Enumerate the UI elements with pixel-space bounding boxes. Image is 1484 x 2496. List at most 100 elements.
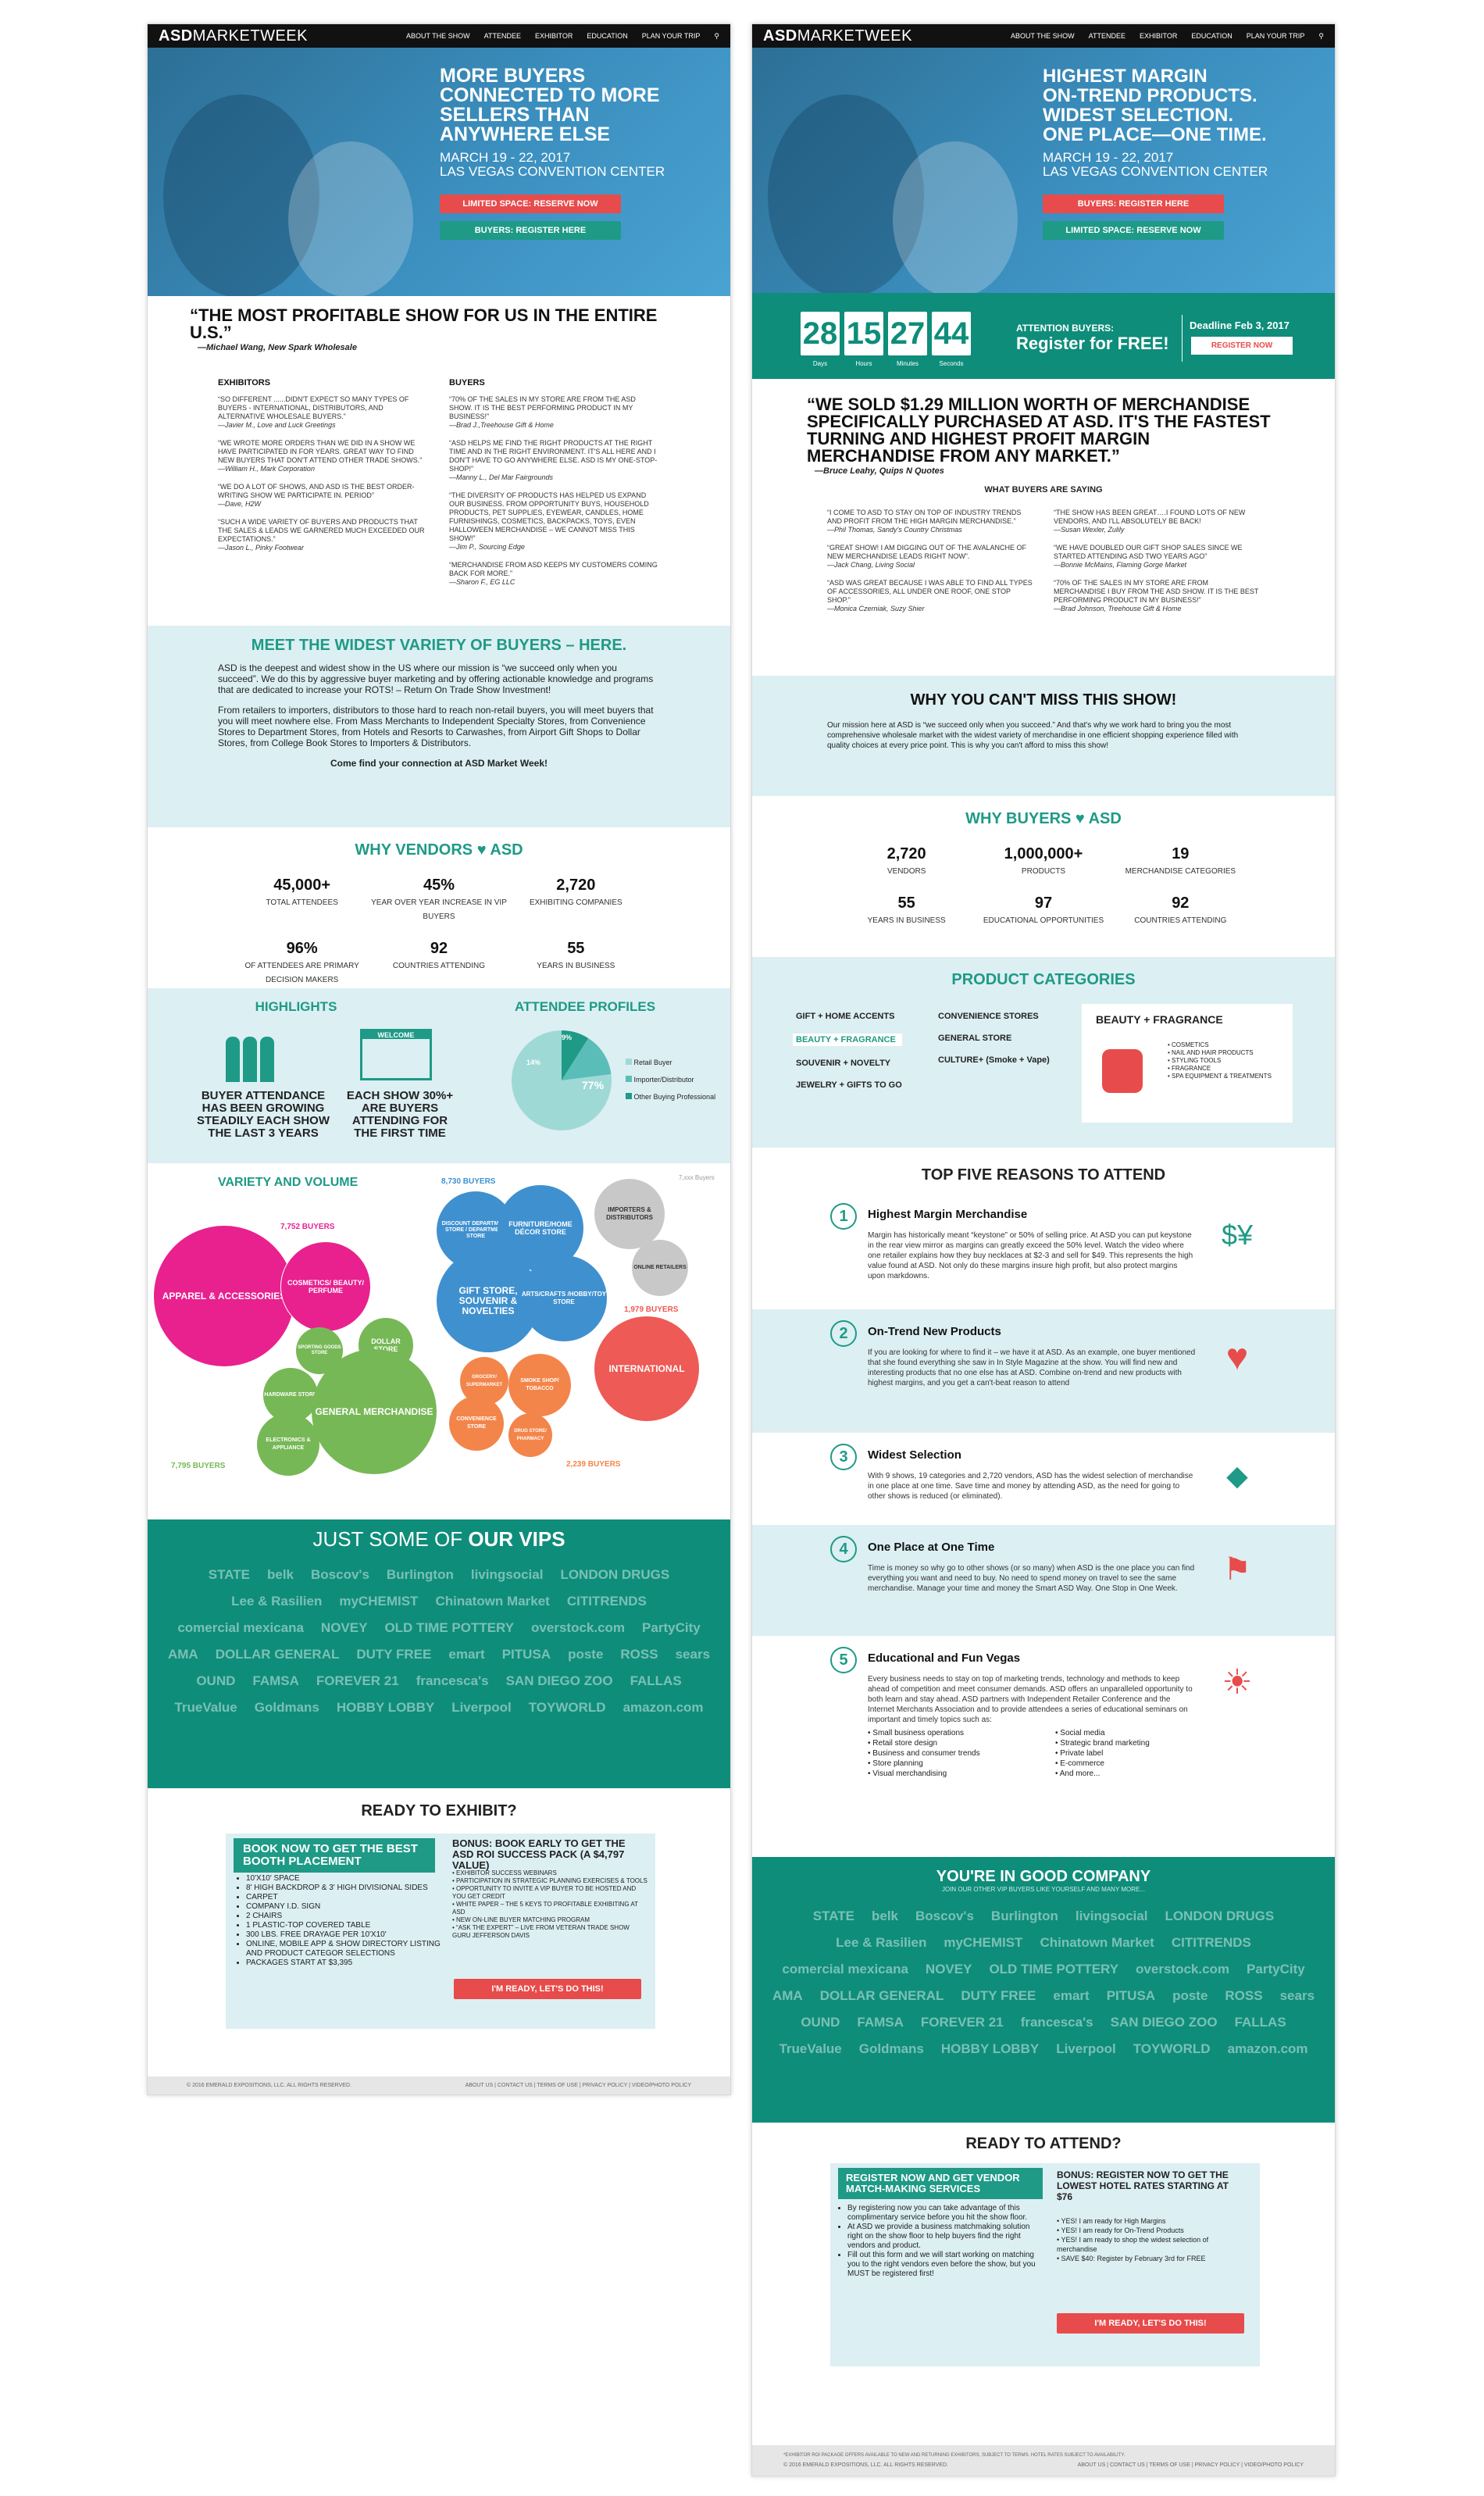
vip-logo: CITITRENDS: [566, 1594, 647, 1609]
nav-attendee[interactable]: ATTENDEE: [1088, 32, 1125, 40]
reserve-space-button[interactable]: LIMITED SPACE: RESERVE NOW: [1043, 221, 1224, 240]
vip-logo: sears: [675, 1647, 711, 1662]
register-now-button[interactable]: REGISTER NOW: [1191, 337, 1293, 355]
buyer-register-button[interactable]: BUYERS: REGISTER HERE: [440, 221, 621, 240]
nav-exhibitor[interactable]: EXHIBITOR: [1140, 32, 1178, 40]
reserve-space-button[interactable]: LIMITED SPACE: RESERVE NOW: [440, 195, 621, 213]
vip-logo: FALLAS: [1234, 2015, 1286, 2030]
nav-attendee[interactable]: ATTENDEE: [483, 32, 521, 40]
vip-logo: myCHEMIST: [944, 1935, 1023, 1950]
booth-list: 10'X10' SPACE8' HIGH BACKDROP & 3' HIGH …: [246, 1874, 441, 1968]
vip-logo: FOREVER 21: [316, 1673, 399, 1688]
search-icon[interactable]: ⚲: [714, 31, 719, 40]
stat-item: 19 MERCHANDISE CATEGORIES: [1125, 845, 1236, 876]
booth-item: CARPET: [246, 1893, 441, 1902]
subcategory-item: • COSMETICS: [1168, 1041, 1209, 1048]
vip-logo: TrueValue: [779, 2041, 842, 2056]
top-nav: ASDMARKETWEEK ABOUT THE SHOW ATTENDEE EX…: [752, 24, 1335, 48]
topic-item: • Store planning: [868, 1759, 923, 1768]
quote-item: “I COME TO ASD TO STAY ON TOP OF INDUSTR…: [827, 509, 1022, 534]
ready-exhibit-section: READY TO EXHIBIT? BOOK NOW TO GET THE BE…: [148, 1788, 730, 2060]
vip-logo: Chinatown Market: [435, 1594, 550, 1609]
attend-offer-box: REGISTER NOW AND GET VENDOR MATCH-MAKING…: [830, 2163, 1260, 2366]
vip-logo: TOYWORLD: [1133, 2041, 1211, 2056]
stat-item: 55 YEARS IN BUSINESS: [537, 940, 615, 970]
top-quote-author: —Bruce Leahy, Quips N Quotes: [815, 466, 944, 476]
nav-exhibitor[interactable]: EXHIBITOR: [535, 32, 573, 40]
bonus-item: • PARTICIPATION IN STRATEGIC PLANNING EX…: [452, 1877, 647, 1884]
subcategory-item: • FRAGRANCE: [1168, 1065, 1211, 1072]
stat-item: 92 COUNTRIES ATTENDING: [1134, 894, 1227, 925]
vip-logo: emart: [448, 1647, 485, 1662]
quote-item: “ASD HELPS ME FIND THE RIGHT PRODUCTS AT…: [449, 439, 658, 481]
pie-label-9: 9%: [562, 1034, 573, 1041]
label-gift-buyers: 8,730 BUYERS: [441, 1177, 496, 1186]
vip-logo: NOVEY: [925, 1962, 972, 1976]
category-general[interactable]: GENERAL STORE: [938, 1034, 1012, 1043]
nav-education[interactable]: EDUCATION: [587, 32, 628, 40]
heart-pulse-icon: ♥: [1225, 1337, 1249, 1378]
product-categories-section: PRODUCT CATEGORIES GIFT + HOME ACCENTS B…: [752, 957, 1335, 1148]
categories-title: PRODUCT CATEGORIES: [951, 971, 1136, 988]
booth-item: ONLINE, MOBILE APP & SHOW DIRECTORY LIST…: [246, 1940, 441, 1959]
matchmaking-title: REGISTER NOW AND GET VENDOR MATCH-MAKING…: [838, 2168, 1043, 2199]
vip-logo: Burlington: [386, 1567, 454, 1582]
nav-about[interactable]: ABOUT THE SHOW: [1010, 32, 1075, 40]
vip-logo: francesca's: [416, 1673, 489, 1688]
footer-links[interactable]: ABOUT US | CONTACT US | TERMS OF USE | P…: [465, 2083, 691, 2088]
vip-logo: PITUSA: [1106, 1988, 1156, 2003]
quote-item: “SO DIFFERENT ......DIDN'T EXPECT SO MAN…: [218, 395, 409, 429]
vip-logo: myCHEMIST: [339, 1594, 419, 1609]
reason-5: 5 Educational and Fun Vegas Every busines…: [752, 1636, 1335, 1847]
hotel-bonus-list: • YES! I am ready for High Margins • YES!…: [1057, 2216, 1244, 2263]
category-list-1: GIFT + HOME ACCENTS BEAUTY + FRAGRANCE S…: [793, 1012, 902, 1102]
bubble-electronics: ELECTRONICS & APPLIANCE: [257, 1413, 319, 1476]
search-icon[interactable]: ⚲: [1318, 31, 1324, 40]
vip-logo: ROSS: [620, 1647, 658, 1662]
why-buyers-title: WHY BUYERS ♥ ASD: [965, 810, 1122, 827]
category-beauty-selected[interactable]: BEAUTY + FRAGRANCE: [793, 1034, 902, 1046]
category-souvenir[interactable]: SOUVENIR + NOVELTY: [796, 1059, 891, 1068]
topic-item: • Visual merchandising: [868, 1769, 947, 1778]
nav-links: ABOUT THE SHOW ATTENDEE EXHIBITOR EDUCAT…: [406, 32, 719, 41]
quote-item: “WE WROTE MORE ORDERS THAN WE DID IN A S…: [218, 439, 423, 473]
reasons-title: TOP FIVE REASONS TO ATTEND: [921, 1166, 1166, 1184]
category-jewelry[interactable]: JEWELRY + GIFTS TO GO: [796, 1080, 902, 1090]
topic-lists: • Small business operations • Retail stor…: [868, 1728, 1196, 1779]
profiles-title: ATTENDEE PROFILES: [514, 999, 656, 1014]
countdown-bar: 28 Days 15 Hours 27 Minutes 44 Seconds ATTEN…: [752, 293, 1335, 379]
nav-about[interactable]: ABOUT THE SHOW: [405, 32, 470, 40]
what-buyers-title: WHAT BUYERS ARE SAYING: [984, 485, 1103, 495]
vip-logo-wall: STATE belk Boscov's Burlington livingsocial L…: [752, 1893, 1335, 2073]
asd-logo[interactable]: ASDMARKETWEEK: [763, 27, 912, 45]
hotel-bonus-title: BONUS: REGISTER NOW TO GET THE LOWEST HO…: [1057, 2169, 1229, 2202]
nav-links: ABOUT THE SHOW ATTENDEE EXHIBITOR EDUCAT…: [1011, 32, 1324, 41]
category-convenience[interactable]: CONVENIENCE STORES: [938, 1012, 1039, 1021]
attention-text: ATTENTION BUYERS: Register for FREE!: [1016, 323, 1169, 353]
quote-item: “WE HAVE DOUBLED OUR GIFT SHOP SALES SIN…: [1054, 544, 1243, 569]
buyer-register-button[interactable]: BUYERS: REGISTER HERE: [1043, 195, 1224, 213]
matchmaking-list: By registering now you can take advantag…: [847, 2204, 1043, 2279]
vip-logo: OUND: [196, 1673, 236, 1688]
vip-logo: belk: [871, 1909, 899, 1923]
countdown-seconds: 44 Seconds: [932, 312, 971, 370]
vip-logo: Lee & Rasilien: [836, 1935, 927, 1950]
nav-plan-trip[interactable]: PLAN YOUR TRIP: [1246, 32, 1305, 40]
vip-logo: sears: [1279, 1988, 1315, 2003]
footer-links[interactable]: ABOUT US | CONTACT US | TERMS OF USE | P…: [1077, 2462, 1304, 2468]
legend-retail: Retail Buyer: [626, 1054, 715, 1071]
attend-cta-button[interactable]: I'M READY, LET'S DO THIS!: [1057, 2313, 1244, 2334]
bubble-online: ONLINE RETAILERS: [632, 1240, 688, 1296]
category-culture[interactable]: CULTURE+ (Smoke + Vape): [938, 1055, 1050, 1065]
nav-education[interactable]: EDUCATION: [1191, 32, 1233, 40]
exhibit-cta-button[interactable]: I'M READY, LET'S DO THIS!: [454, 1979, 641, 1999]
matchmaking-item: Fill out this form and we will start wor…: [847, 2251, 1043, 2279]
stat-item: 55 YEARS IN BUSINESS: [867, 894, 946, 925]
category-gift[interactable]: GIFT + HOME ACCENTS: [796, 1012, 895, 1021]
top-quote: “THE MOST PROFITABLE SHOW FOR US IN THE …: [190, 305, 658, 342]
bubble-general: GENERAL MERCHANDISE: [312, 1349, 437, 1474]
nav-plan-trip[interactable]: PLAN YOUR TRIP: [641, 32, 701, 40]
asd-logo[interactable]: ASDMARKETWEEK: [159, 27, 308, 45]
stat-item: 2,720 EXHIBITING COMPANIES: [529, 877, 622, 907]
vip-logo: STATE: [812, 1909, 854, 1923]
